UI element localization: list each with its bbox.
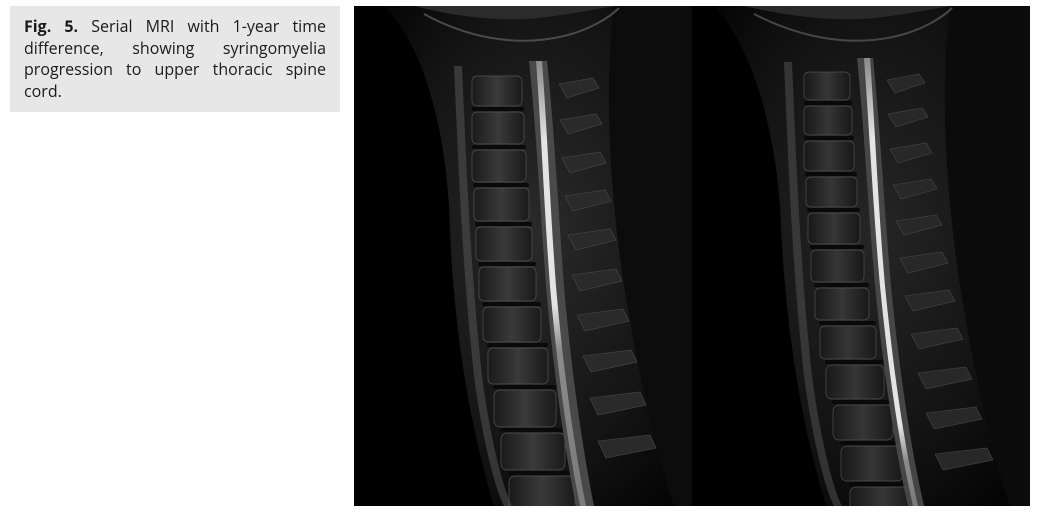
figure-image-area [354,6,1030,506]
mri-panel-left [354,6,692,506]
mri-sagittal-right [692,6,1030,506]
mri-panel-right [692,6,1030,506]
figure-label: Fig. 5. [24,15,78,37]
figure-caption-box: Fig. 5. Serial MRI with 1-year time diff… [10,6,340,112]
mri-sagittal-left [354,6,692,506]
